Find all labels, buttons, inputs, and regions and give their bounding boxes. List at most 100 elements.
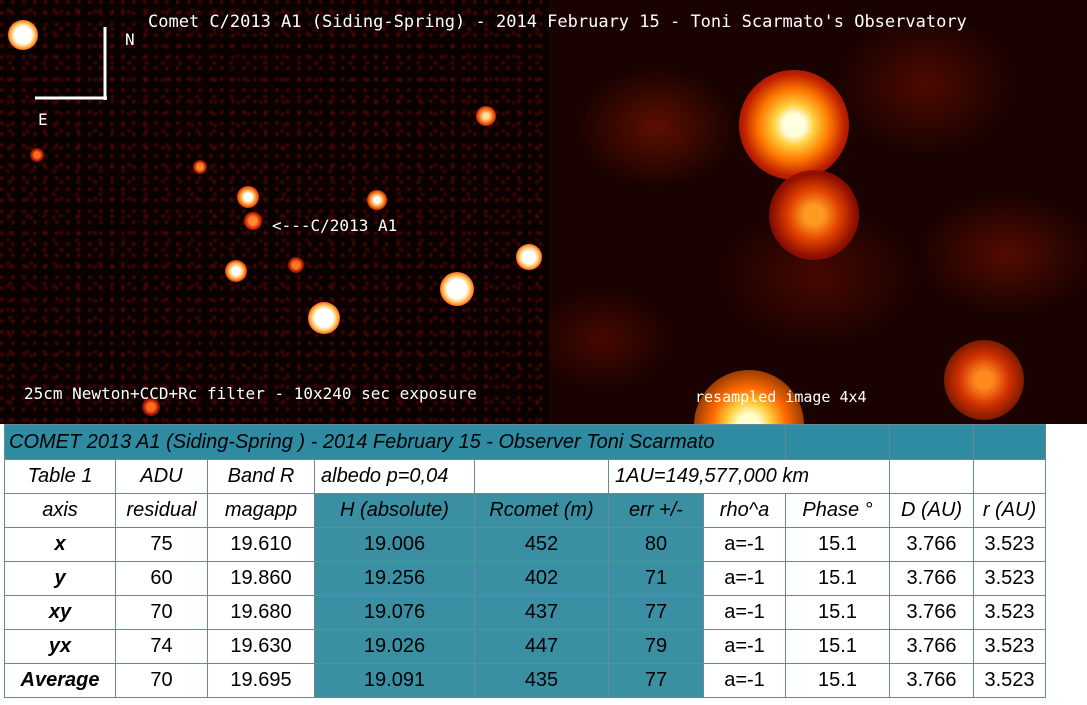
table-header-row-2: axis residual magapp H (absolute) Rcomet… <box>4 493 1046 528</box>
cell-axis: y <box>4 561 116 596</box>
cell-d-au: 3.766 <box>889 629 974 664</box>
header-table-label: Table 1 <box>4 459 116 494</box>
table-row: x 75 19.610 19.006 452 80 a=-1 15.1 3.76… <box>4 527 1046 562</box>
compass-east-label: E <box>38 110 48 129</box>
cell-axis: yx <box>4 629 116 664</box>
col-err: err +/- <box>608 493 704 528</box>
cell-d-au: 3.766 <box>889 663 974 698</box>
header-band: Band R <box>207 459 315 494</box>
cell-d-au: 3.766 <box>889 595 974 630</box>
title-blank-cell <box>973 424 1046 460</box>
col-d-au: D (AU) <box>889 493 974 528</box>
equipment-caption: 25cm Newton+CCD+Rc filter - 10x240 sec e… <box>24 384 477 403</box>
cell-magapp: 19.610 <box>207 527 315 562</box>
cell-magapp: 19.630 <box>207 629 315 664</box>
header-blank <box>973 459 1046 494</box>
photometry-table: COMET 2013 A1 (Siding-Spring ) - 2014 Fe… <box>4 424 1046 698</box>
cell-residual: 70 <box>115 595 208 630</box>
star <box>288 257 304 273</box>
cell-rcomet: 447 <box>474 629 609 664</box>
star <box>516 244 542 270</box>
image-title: Comet C/2013 A1 (Siding-Spring) - 2014 F… <box>148 12 967 32</box>
table-header-row-1: Table 1 ADU Band R albedo p=0,04 1AU=149… <box>4 459 1046 494</box>
cell-err: 79 <box>608 629 704 664</box>
star <box>8 20 38 50</box>
cell-d-au: 3.766 <box>889 561 974 596</box>
star <box>225 260 247 282</box>
cell-axis: x <box>4 527 116 562</box>
header-blank <box>889 459 974 494</box>
col-rho: rho^a <box>703 493 786 528</box>
table-row-average: Average 70 19.695 19.091 435 77 a=-1 15.… <box>4 663 1046 698</box>
table-title-row: COMET 2013 A1 (Siding-Spring ) - 2014 Fe… <box>4 424 1046 460</box>
header-blank <box>474 459 609 494</box>
col-axis: axis <box>4 493 116 528</box>
resampled-caption: resampled image 4x4 <box>695 388 867 406</box>
col-r-au: r (AU) <box>973 493 1046 528</box>
star <box>367 190 387 210</box>
col-phase: Phase ° <box>785 493 890 528</box>
table-row: xy 70 19.680 19.076 437 77 a=-1 15.1 3.7… <box>4 595 1046 630</box>
cell-phase: 15.1 <box>785 527 890 562</box>
cell-magapp: 19.860 <box>207 561 315 596</box>
star <box>193 160 207 174</box>
cell-err: 71 <box>608 561 704 596</box>
comet-nucleus <box>244 212 262 230</box>
cell-r-au: 3.523 <box>973 663 1046 698</box>
cell-err: 80 <box>608 527 704 562</box>
cell-rcomet: 452 <box>474 527 609 562</box>
col-residual: residual <box>115 493 208 528</box>
col-rcomet: Rcomet (m) <box>474 493 609 528</box>
cell-err: 77 <box>608 663 704 698</box>
star <box>30 148 44 162</box>
comet-image-panel: N E <---C/2013 A1 25cm Newton+CCD+Rc fil… <box>0 0 1087 424</box>
cell-err: 77 <box>608 595 704 630</box>
cell-r-au: 3.523 <box>973 629 1046 664</box>
cell-r-au: 3.523 <box>973 527 1046 562</box>
cell-residual: 74 <box>115 629 208 664</box>
header-adu: ADU <box>115 459 208 494</box>
compass-north-label: N <box>125 30 135 49</box>
cell-h-absolute: 19.006 <box>314 527 475 562</box>
cell-residual: 75 <box>115 527 208 562</box>
header-albedo: albedo p=0,04 <box>314 459 475 494</box>
cell-axis: Average <box>4 663 116 698</box>
cell-h-absolute: 19.256 <box>314 561 475 596</box>
cell-magapp: 19.680 <box>207 595 315 630</box>
star <box>237 186 259 208</box>
title-blank-cell <box>785 424 890 460</box>
cell-rho: a=-1 <box>703 595 786 630</box>
star-blob <box>769 170 859 260</box>
cell-magapp: 19.695 <box>207 663 315 698</box>
comet-marker-label: <---C/2013 A1 <box>272 216 398 235</box>
col-magapp: magapp <box>207 493 315 528</box>
resampled-image: resampled image 4x4 <box>549 0 1087 424</box>
cell-residual: 70 <box>115 663 208 698</box>
cell-phase: 15.1 <box>785 595 890 630</box>
cell-rho: a=-1 <box>703 663 786 698</box>
cell-h-absolute: 19.076 <box>314 595 475 630</box>
cell-phase: 15.1 <box>785 561 890 596</box>
cell-residual: 60 <box>115 561 208 596</box>
star <box>142 398 160 416</box>
cell-rho: a=-1 <box>703 561 786 596</box>
table-title: COMET 2013 A1 (Siding-Spring ) - 2014 Fe… <box>4 424 786 460</box>
title-blank-cell <box>889 424 974 460</box>
cell-d-au: 3.766 <box>889 527 974 562</box>
star <box>440 272 474 306</box>
table-row: y 60 19.860 19.256 402 71 a=-1 15.1 3.76… <box>4 561 1046 596</box>
star-blob <box>944 340 1024 420</box>
star <box>476 106 496 126</box>
cell-rcomet: 435 <box>474 663 609 698</box>
cell-phase: 15.1 <box>785 629 890 664</box>
cell-rcomet: 437 <box>474 595 609 630</box>
cell-rho: a=-1 <box>703 527 786 562</box>
col-h-absolute: H (absolute) <box>314 493 475 528</box>
comet-blob <box>739 70 849 180</box>
star <box>308 302 340 334</box>
cell-axis: xy <box>4 595 116 630</box>
cell-r-au: 3.523 <box>973 561 1046 596</box>
cell-rcomet: 402 <box>474 561 609 596</box>
compass-arrows <box>35 27 107 100</box>
cell-h-absolute: 19.026 <box>314 629 475 664</box>
